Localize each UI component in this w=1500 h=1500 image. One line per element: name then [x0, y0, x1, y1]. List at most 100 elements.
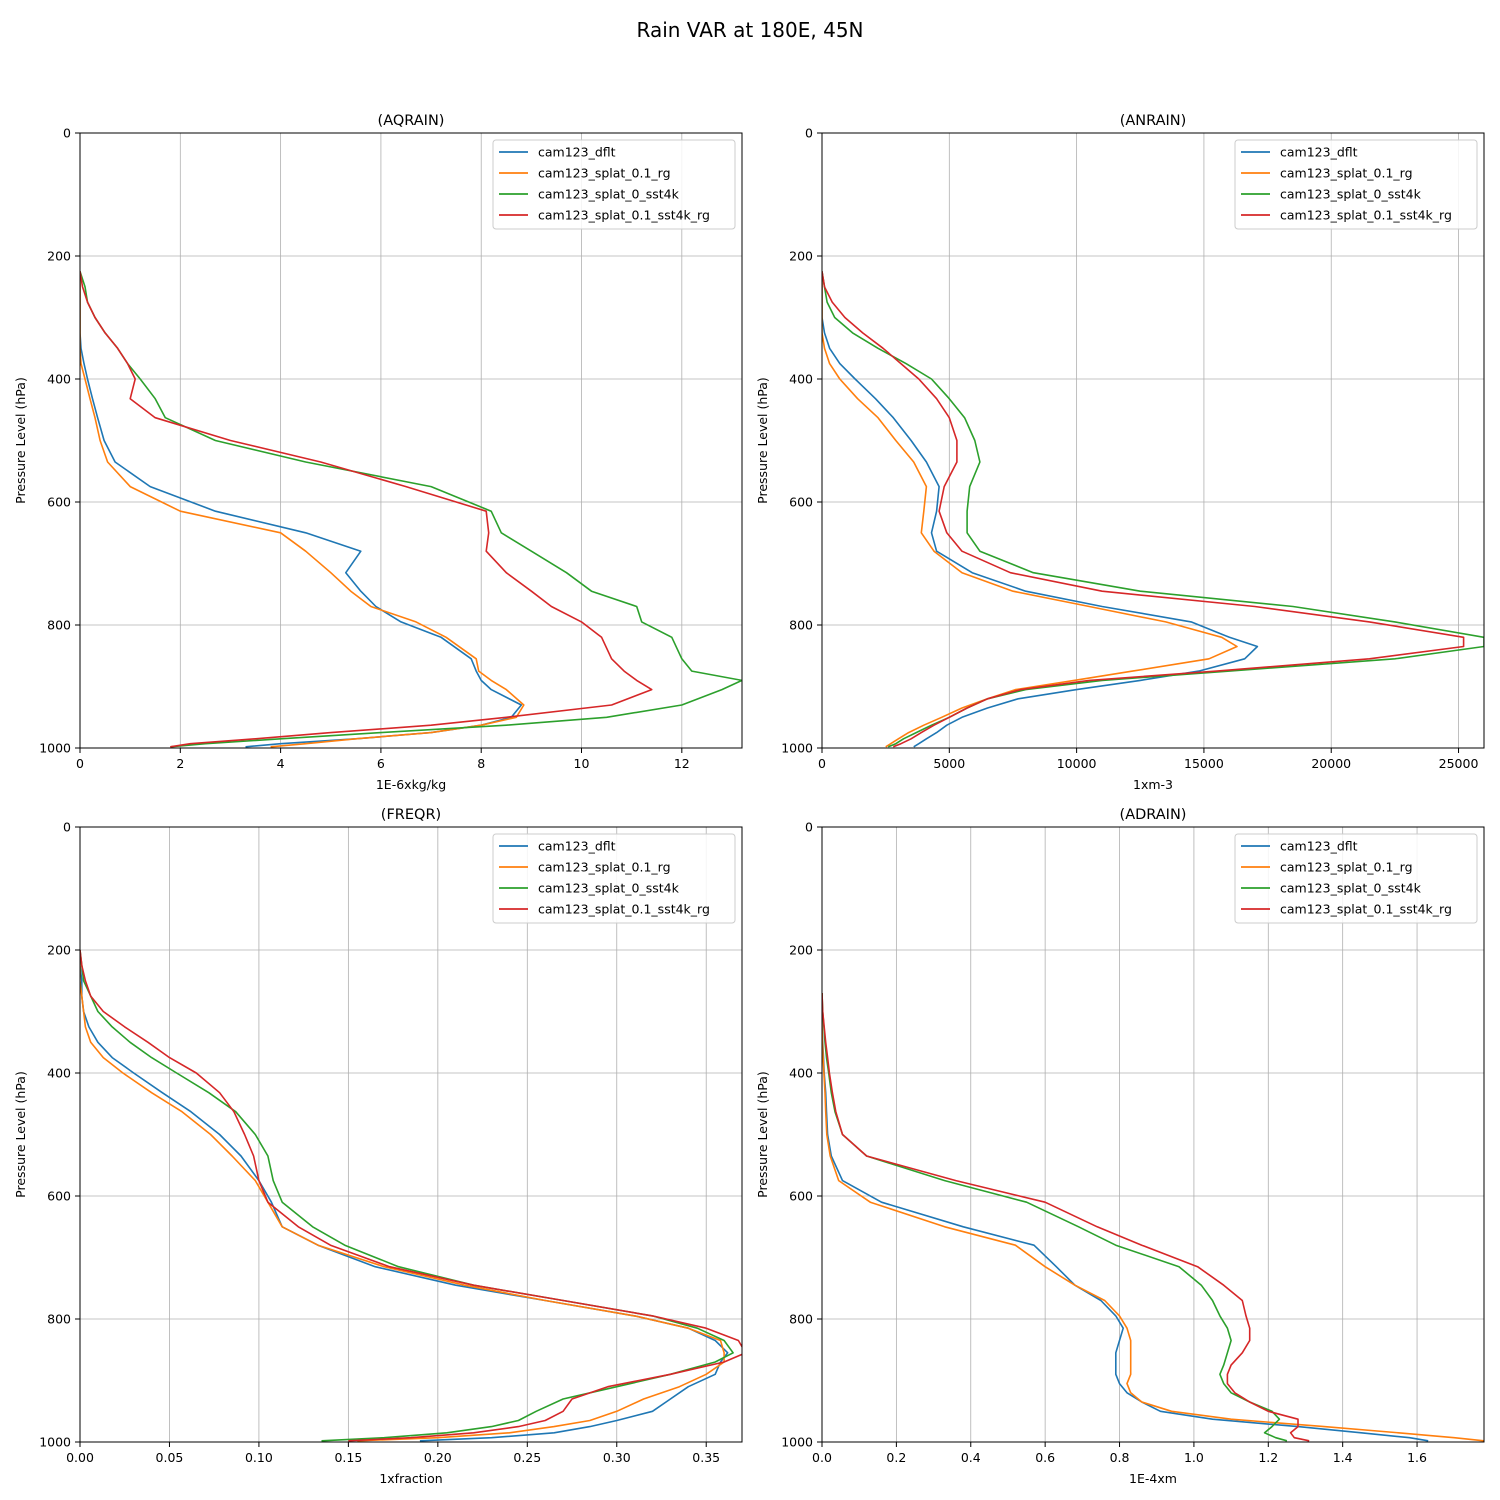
chart-panel-0: 0 2 4 6 8 10 12 0 200 400 600 800 1000 (AQRAIN) 1E-6xk…	[13, 113, 743, 792]
panel-title: (FREQR)	[381, 807, 441, 823]
y-tick-label: 200	[47, 943, 71, 958]
y-tick-label: 400	[47, 1066, 71, 1081]
legend: cam123_dflt cam123_splat_0.1_rg cam123_spl…	[1234, 139, 1478, 230]
x-tick-label: 0.20	[424, 1450, 452, 1465]
plot-frame	[821, 132, 1485, 749]
y-tick-label: 800	[47, 1312, 71, 1327]
legend: cam123_dflt cam123_splat_0.1_rg cam123_spl…	[492, 139, 736, 230]
x-axis-label: 1xfraction	[379, 1471, 442, 1486]
x-axis-label: 1E-6xkg/kg	[376, 777, 446, 792]
x-tick-label: 8	[477, 756, 485, 771]
y-tick-label: 800	[47, 618, 71, 633]
x-tick-label: 4	[277, 756, 285, 771]
legend-entry-label: cam123_splat_0.1_rg	[538, 166, 671, 181]
x-tick-label: 0.8	[1110, 1450, 1130, 1465]
series-line-cam123_splat_0.1_rg	[80, 950, 725, 1442]
y-tick-label: 400	[789, 1066, 813, 1081]
legend-entry-label: cam123_splat_0.1_rg	[1280, 860, 1413, 875]
y-tick-label: 200	[47, 249, 71, 264]
series-line-cam123_splat_0.1_rg	[822, 271, 1238, 748]
x-tick-label: 6	[377, 756, 385, 771]
panel-title: (AQRAIN)	[378, 113, 445, 129]
y-tick-label: 200	[789, 943, 813, 958]
legend-entry-label: cam123_splat_0.1_rg	[1280, 166, 1413, 181]
legend-entry-label: cam123_splat_0.1_sst4k_rg	[538, 902, 710, 917]
plot-frame	[79, 132, 743, 749]
legend-entry-label: cam123_splat_0_sst4k	[1280, 881, 1422, 896]
y-tick-label: 1000	[781, 1435, 813, 1450]
x-tick-label: 1.6	[1407, 1450, 1427, 1465]
y-tick-label: 0	[805, 126, 813, 141]
series-line-cam123_splat_0_sst4k	[80, 949, 734, 1442]
y-tick-label: 200	[789, 249, 813, 264]
series-line-cam123_dflt	[80, 950, 729, 1442]
plot-frame	[821, 826, 1485, 1443]
x-tick-label: 0.10	[245, 1450, 273, 1465]
y-tick-label: 0	[805, 820, 813, 835]
y-tick-label: 1000	[781, 741, 813, 756]
x-tick-label: 12	[674, 756, 690, 771]
y-axis-label: Pressure Level (hPa)	[755, 377, 770, 504]
x-tick-label: 1.0	[1184, 1450, 1204, 1465]
x-tick-label: 0.35	[692, 1450, 720, 1465]
legend-entry-label: cam123_splat_0_sst4k	[538, 881, 680, 896]
panel-title: (ANRAIN)	[1120, 113, 1187, 129]
panel-title: (ADRAIN)	[1120, 807, 1187, 823]
legend-box	[1234, 139, 1478, 230]
figure-title: Rain VAR at 180E, 45N	[636, 18, 863, 42]
legend-entry-label: cam123_dflt	[538, 839, 616, 854]
legend-box	[492, 833, 736, 924]
series-line-cam123_dflt	[80, 271, 523, 748]
legend-entry-label: cam123_splat_0.1_sst4k_rg	[1280, 208, 1452, 223]
y-tick-label: 400	[47, 372, 71, 387]
x-tick-label: 0.30	[603, 1450, 631, 1465]
y-tick-label: 1000	[39, 1435, 71, 1450]
y-tick-label: 400	[789, 372, 813, 387]
legend-entry-label: cam123_dflt	[1280, 145, 1358, 160]
y-tick-label: 800	[789, 618, 813, 633]
x-tick-label: 25000	[1439, 756, 1479, 771]
legend-entry-label: cam123_splat_0.1_sst4k_rg	[538, 208, 710, 223]
y-axis-label: Pressure Level (hPa)	[755, 1071, 770, 1198]
x-axis-label: 1xm-3	[1133, 777, 1173, 792]
legend-entry-label: cam123_splat_0.1_rg	[538, 860, 671, 875]
y-tick-label: 600	[47, 495, 71, 510]
y-axis-label: Pressure Level (hPa)	[13, 377, 28, 504]
x-tick-label: 0.6	[1035, 1450, 1055, 1465]
legend-box	[1234, 833, 1478, 924]
x-tick-label: 0.2	[886, 1450, 906, 1465]
y-tick-label: 0	[63, 820, 71, 835]
series-line-cam123_splat_0.1_sst4k_rg	[822, 271, 1465, 748]
legend: cam123_dflt cam123_splat_0.1_rg cam123_spl…	[1234, 833, 1478, 924]
chart-panel-2: 0.00 0.05 0.10 0.15 0.20 0.25 0.30 0.35 0 200 400 6…	[13, 807, 743, 1486]
series-line-cam123_splat_0.1_rg	[822, 993, 1484, 1442]
x-tick-label: 0.05	[156, 1450, 184, 1465]
series-line-cam123_splat_0.1_sst4k_rg	[80, 271, 653, 748]
series-line-cam123_dflt	[822, 271, 1259, 748]
y-axis-label: Pressure Level (hPa)	[13, 1071, 28, 1198]
panels: 0 2 4 6 8 10 12 0 200 400 600 800 1000 (AQRAIN) 1E-6xk…	[13, 113, 1485, 1486]
x-tick-label: 15000	[1184, 756, 1224, 771]
series-line-cam123_splat_0.1_sst4k_rg	[822, 992, 1310, 1442]
y-tick-label: 800	[789, 1312, 813, 1327]
legend-entry-label: cam123_splat_0_sst4k	[538, 187, 680, 202]
legend-entry-label: cam123_splat_0.1_sst4k_rg	[1280, 902, 1452, 917]
series-line-cam123_splat_0.1_sst4k_rg	[80, 949, 742, 1442]
x-tick-label: 0.15	[334, 1450, 362, 1465]
x-tick-label: 10	[574, 756, 590, 771]
y-tick-label: 600	[789, 495, 813, 510]
chart-panel-1: 0 5000 10000 15000 20000 25000 0 200 400 600 800 10…	[755, 113, 1485, 792]
x-tick-label: 0	[76, 756, 84, 771]
legend: cam123_dflt cam123_splat_0.1_rg cam123_spl…	[492, 833, 736, 924]
legend-entry-label: cam123_splat_0_sst4k	[1280, 187, 1422, 202]
x-tick-label: 10000	[1057, 756, 1097, 771]
x-tick-label: 0.25	[513, 1450, 541, 1465]
legend-entry-label: cam123_dflt	[1280, 839, 1358, 854]
x-tick-label: 0.00	[66, 1450, 94, 1465]
y-tick-label: 1000	[39, 741, 71, 756]
x-tick-label: 0	[818, 756, 826, 771]
x-tick-label: 0.0	[812, 1450, 832, 1465]
legend-box	[492, 139, 736, 230]
